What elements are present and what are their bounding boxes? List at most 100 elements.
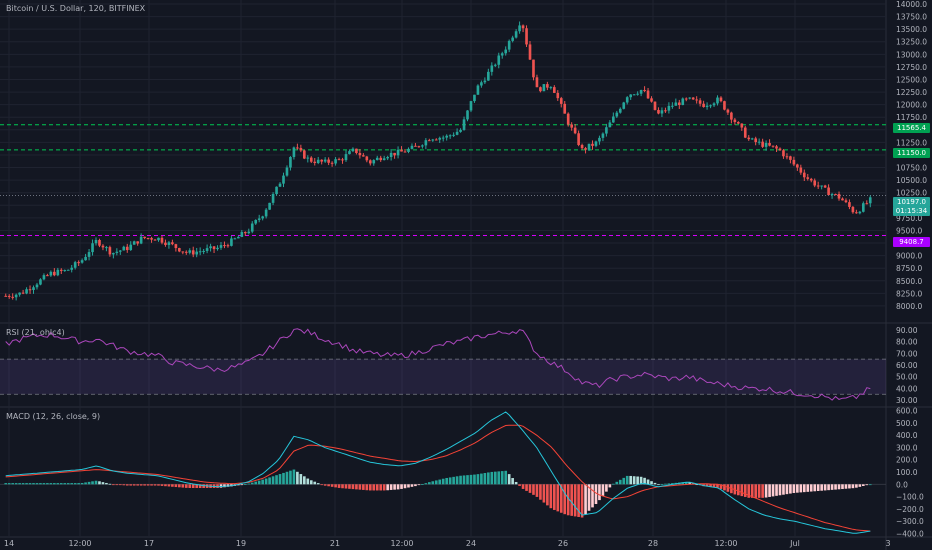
macd-histogram-bar — [46, 483, 49, 485]
candle-body — [11, 296, 14, 298]
macd-histogram-bar — [514, 481, 518, 485]
candle-body — [865, 203, 869, 205]
macd-histogram-bar — [101, 482, 105, 485]
candle-body — [53, 271, 56, 276]
candle-body — [125, 246, 129, 251]
macd-histogram-bar — [462, 475, 466, 485]
macd-histogram-bar — [657, 484, 660, 486]
candle-body — [334, 159, 337, 164]
macd-histogram-bar — [601, 484, 605, 496]
candle-body — [747, 137, 751, 140]
macd-histogram-bar — [35, 483, 39, 485]
candle-body — [862, 203, 865, 212]
macd-histogram-bar — [632, 476, 636, 485]
macd-histogram-bar — [368, 484, 372, 491]
candle-body — [778, 148, 782, 151]
macd-histogram-bar — [59, 483, 63, 485]
candle-body — [94, 239, 98, 244]
macd-histogram-bar — [764, 484, 768, 498]
macd-histogram-bar — [18, 483, 21, 485]
candle-body — [639, 90, 643, 94]
candle-body — [487, 71, 490, 81]
macd-histogram-bar — [612, 483, 615, 485]
macd-histogram-bar — [327, 484, 330, 487]
candle-body — [400, 149, 403, 152]
macd-histogram-bar — [219, 484, 223, 488]
candle-body — [813, 180, 817, 186]
macd-histogram-bar — [500, 471, 504, 485]
macd-histogram-bar — [639, 476, 643, 485]
macd-histogram-bar — [743, 484, 747, 497]
macd-histogram-bar — [174, 484, 178, 488]
macd-histogram-bar — [334, 484, 337, 488]
candle-body — [77, 262, 80, 264]
macd-histogram-bar — [556, 484, 560, 512]
macd-histogram-bar — [431, 481, 435, 485]
macd-histogram-bar — [91, 481, 94, 485]
candle-body — [108, 247, 112, 255]
macd-histogram-bar — [625, 475, 629, 485]
candle-body — [476, 85, 480, 95]
candle-body — [403, 151, 407, 153]
macd-histogram-bar — [549, 484, 553, 509]
candle-body — [462, 119, 466, 130]
macd-histogram-bar — [417, 484, 421, 486]
macd-histogram-bar — [768, 484, 771, 497]
candle-body — [247, 231, 251, 234]
macd-histogram-bar — [573, 484, 577, 517]
candle-body — [789, 156, 792, 160]
candle-body — [35, 284, 39, 288]
macd-histogram-bar — [809, 484, 813, 492]
macd-histogram-bar — [740, 484, 744, 497]
macd-histogram-bar — [379, 484, 383, 491]
macd-tick-label: −300.0 — [896, 517, 924, 526]
candle-body — [122, 246, 126, 251]
candle-body — [348, 151, 351, 155]
macd-histogram-bar — [636, 476, 639, 485]
macd-histogram-bar — [139, 484, 143, 486]
macd-histogram-bar — [542, 484, 546, 503]
candle-body — [25, 289, 28, 294]
macd-histogram-bar — [188, 484, 192, 488]
candle-body — [709, 105, 712, 107]
macd-histogram-bar — [389, 484, 393, 490]
macd-tick-label: 400.0 — [896, 431, 918, 440]
macd-histogram-bar — [785, 484, 789, 495]
macd-histogram-bar — [511, 478, 514, 485]
macd-tick-label: −100.0 — [896, 493, 924, 502]
candle-body — [653, 101, 657, 110]
macd-line — [5, 411, 871, 534]
candle-body — [570, 124, 573, 128]
candle-body — [705, 105, 709, 108]
candle-body — [532, 59, 535, 78]
macd-histogram-bar — [257, 480, 261, 485]
macd-histogram-bar — [278, 474, 282, 485]
macd-histogram-bar — [712, 484, 716, 488]
macd-histogram-bar — [855, 484, 858, 488]
candle-body — [552, 87, 556, 93]
price-tick-label: 10250.0 — [896, 189, 927, 198]
macd-histogram-bar — [653, 482, 657, 485]
macd-histogram-bar — [240, 484, 244, 486]
macd-histogram-bar — [323, 484, 327, 486]
candle-body — [556, 92, 560, 99]
candle-body — [42, 275, 46, 280]
macd-histogram-bar — [313, 481, 317, 485]
macd-histogram-bar — [275, 475, 278, 485]
macd-histogram-bar — [750, 484, 754, 498]
macd-tick-label: 300.0 — [896, 443, 918, 452]
candle-body — [129, 244, 133, 251]
macd-histogram-bar — [382, 484, 386, 491]
macd-histogram-bar — [483, 473, 487, 485]
macd-histogram-bar — [216, 484, 219, 488]
macd-histogram-bar — [320, 484, 324, 486]
candle-body — [730, 112, 733, 120]
candle-body — [615, 112, 619, 117]
macd-histogram-bar — [421, 484, 424, 485]
macd-histogram-bar — [129, 484, 133, 486]
candle-body — [664, 110, 667, 112]
macd-histogram-bar — [792, 484, 796, 494]
candle-body — [466, 110, 469, 120]
